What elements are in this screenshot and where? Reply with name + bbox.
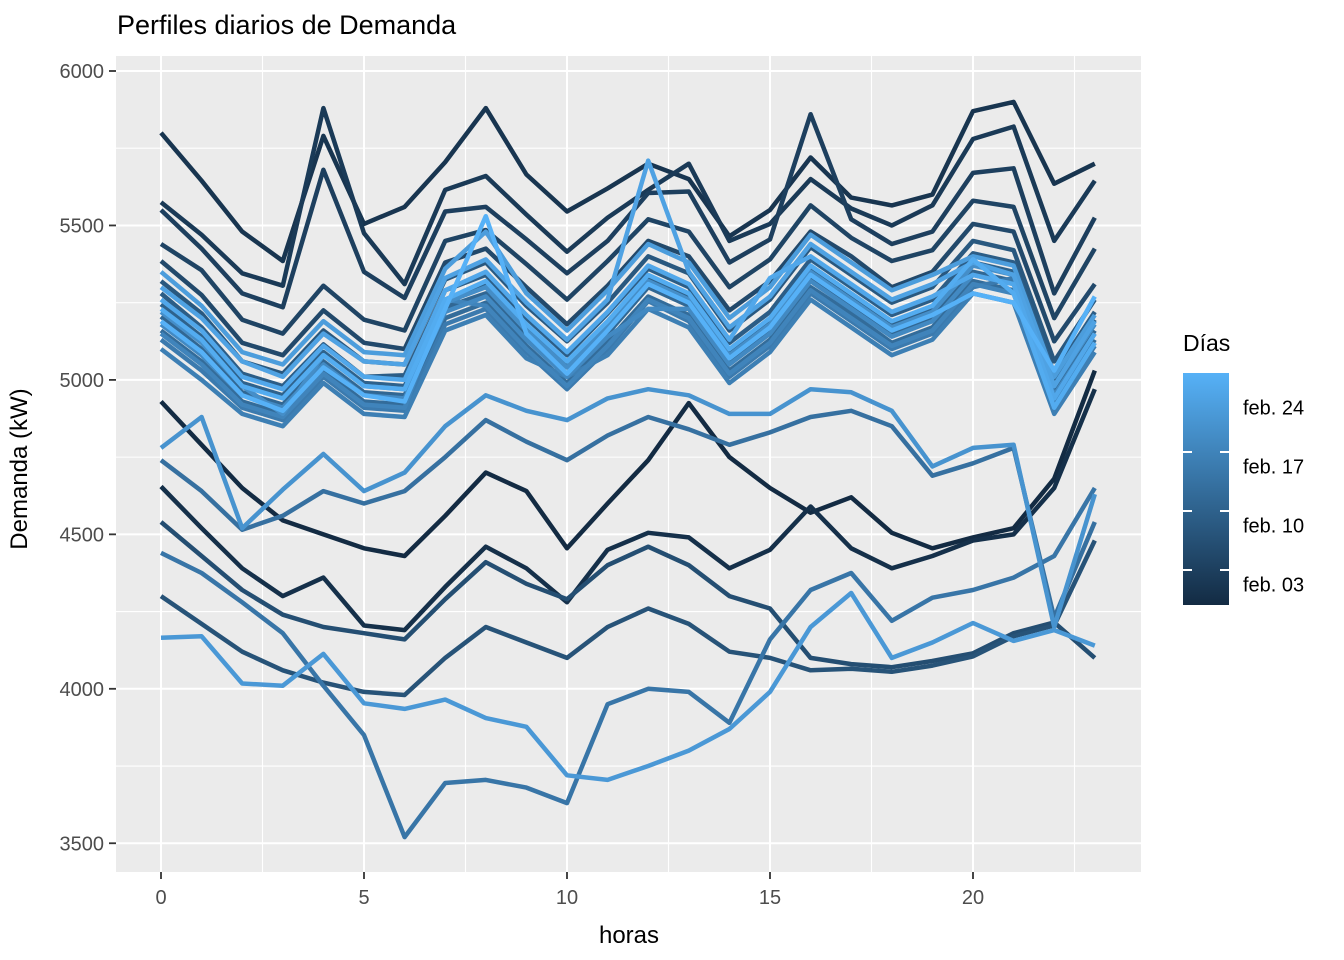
legend-tick-label: feb. 24	[1243, 397, 1305, 420]
series-line-feb-27	[159, 257, 1097, 410]
series-line-feb-04	[159, 105, 1097, 288]
series-line-feb-03	[159, 99, 1096, 264]
x-tick-label: 20	[962, 887, 984, 909]
legend-tick-mark	[1220, 628, 1229, 631]
y-axis-title: Demanda (kW)	[6, 388, 33, 550]
series-line-feb-06	[159, 198, 1097, 336]
y-tick-label: 5500	[60, 215, 105, 237]
legend-tick-label: feb. 10	[1243, 515, 1305, 538]
legend-tick-label: feb. 17	[1243, 456, 1305, 479]
series-line-feb-08	[159, 520, 1097, 670]
series-line-feb-16	[160, 486, 1097, 840]
series-line-feb-25	[159, 158, 1097, 389]
x-tick-label: 15	[759, 887, 781, 909]
series-line-feb-24	[159, 229, 1097, 380]
series-line-feb-07	[159, 221, 1097, 358]
series-line-feb-23	[160, 590, 1096, 783]
y-tick-label: 6000	[60, 61, 105, 83]
legend-tick-mark	[1220, 510, 1229, 513]
series-line-feb-05	[159, 111, 1097, 310]
x-tick-label: 0	[155, 887, 166, 909]
legend-tick-mark	[1183, 628, 1192, 631]
series-line-feb-18	[159, 291, 1097, 429]
series-line-feb-01	[159, 369, 1097, 559]
x-tick-label: 5	[358, 887, 369, 909]
legend-title: Días	[1183, 330, 1231, 356]
legend-tick-mark	[1220, 569, 1229, 572]
legend-tick-mark	[1183, 510, 1192, 513]
series-line-feb-02	[159, 388, 1097, 633]
chart-title: Perfiles diarios de Demanda	[117, 10, 457, 40]
y-tick-label: 5000	[60, 370, 105, 392]
legend-tick-mark	[1220, 451, 1229, 454]
y-tick-label: 4500	[60, 524, 105, 546]
x-tick-label: 10	[556, 887, 578, 909]
y-tick-label: 4000	[60, 679, 105, 701]
legend-tick-mark	[1183, 451, 1192, 454]
series-line-feb-26	[159, 254, 1097, 401]
series-line-feb-22	[159, 386, 1097, 630]
legend-tick-mark	[1183, 569, 1192, 572]
series-line-feb-28	[159, 213, 1097, 414]
legend-gradient-bar	[1183, 373, 1229, 631]
x-axis-title: horas	[598, 922, 660, 949]
legend-tick-label: feb. 03	[1243, 574, 1305, 597]
y-tick-label: 3500	[60, 833, 105, 855]
series-line-feb-15	[159, 408, 1097, 621]
legend: Días feb. 24 feb. 17 feb. 10 feb. 03	[1183, 330, 1343, 631]
plot-panel	[116, 56, 1141, 872]
